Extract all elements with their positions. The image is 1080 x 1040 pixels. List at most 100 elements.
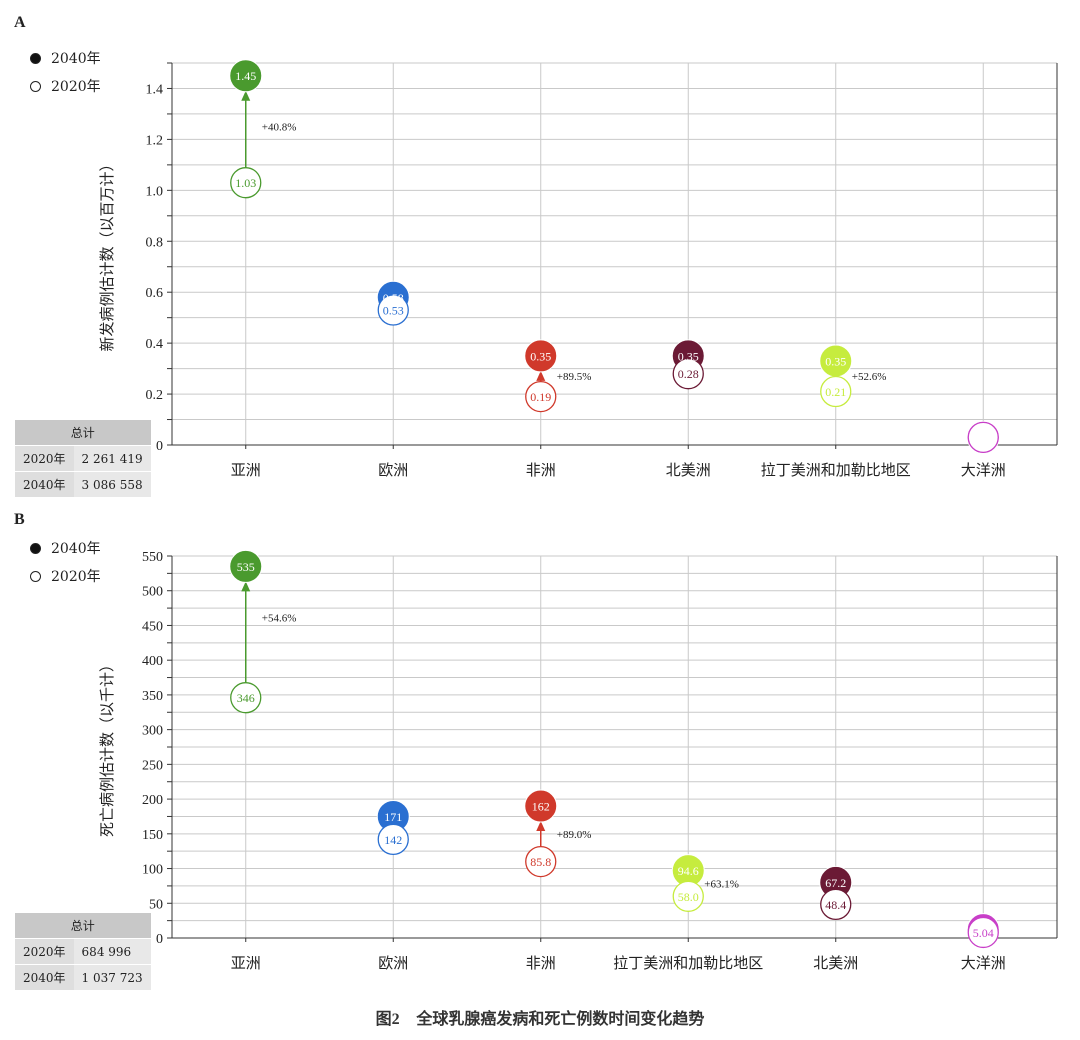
table-row: 2020年 2 261 419 [15, 445, 151, 472]
totals-value: 3 086 558 [73, 471, 151, 497]
y-tick-label: 0.4 [146, 337, 164, 352]
x-tick-label: 亚洲 [231, 954, 261, 972]
y-tick-label: 50 [149, 897, 163, 912]
point-2020 [672, 358, 704, 390]
y-tick-label: 500 [142, 585, 163, 600]
data-label-2020: 0.21 [825, 385, 846, 399]
table-row: 2020年 684 996 [15, 938, 151, 965]
data-label-2020: 1.03 [235, 176, 256, 190]
data-label-2020: 0.19 [530, 390, 551, 404]
x-tick-label: 大洋洲 [961, 954, 1006, 972]
y-tick-label: 550 [142, 550, 163, 565]
open-circle-icon [30, 80, 41, 92]
y-tick-label: 400 [142, 654, 163, 669]
y-tick-label: 0 [156, 932, 163, 947]
totals-value: 2 261 419 [73, 445, 151, 472]
point-2020 [377, 294, 409, 326]
totals-year: 2020年 [15, 938, 74, 965]
totals-year: 2020年 [15, 445, 74, 472]
x-tick-label: 北美洲 [813, 954, 858, 972]
y-tick-label: 350 [142, 689, 163, 704]
change-arrow-head [241, 90, 251, 101]
point-2020 [672, 880, 704, 912]
data-label-2040: 535 [237, 560, 255, 574]
y-tick-label: 250 [142, 758, 163, 773]
point-2040 [229, 549, 263, 583]
open-circle-icon [30, 570, 41, 582]
totals-value: 1 037 723 [73, 964, 151, 990]
point-2020 [820, 375, 852, 408]
data-label-2020: 0.28 [678, 367, 699, 381]
legend-item-2020: 2020年 [30, 72, 101, 100]
data-label-2020: 0.53 [383, 304, 404, 318]
chart-a: 0 0.2 0.4 0.6 0.8 1.0 1.2 1.4 新发病例估计数（以百万计） 亚洲 欧洲 非… [98, 59, 1058, 479]
y-tick-label: 0.2 [146, 388, 164, 403]
data-label-2040: 162 [532, 800, 550, 814]
legend-item-2040: 2040年 [30, 44, 101, 72]
x-tick-label: 北美洲 [666, 461, 711, 479]
point-2020 [525, 380, 557, 413]
y-tick-label: 0.6 [146, 286, 164, 301]
point-2020 [967, 916, 999, 949]
caption-text: 全球乳腺癌发病和死亡例数时间变化趋势 [416, 1009, 705, 1028]
point-2020 [230, 167, 262, 199]
data-label-2020: 85.8 [530, 855, 551, 869]
legend-item-2020: 2020年 [30, 562, 101, 590]
point-2020 [377, 823, 409, 856]
legend: 2040年 2020年 [30, 534, 101, 590]
legend: 2040年 2020年 [30, 44, 101, 100]
point-2040 [524, 339, 558, 373]
y-tick-label: 200 [142, 793, 163, 808]
filled-circle-icon [30, 542, 41, 554]
x-tick-label: 非洲 [526, 461, 556, 479]
x-tick-label: 拉丁美洲和加勒比地区 [613, 954, 763, 972]
data-label-2040: 0.35 [825, 354, 846, 368]
x-tick-label: 欧洲 [378, 461, 408, 479]
totals-year: 2040年 [15, 471, 74, 497]
point-2020 [525, 845, 557, 878]
change-label: +89.5% [557, 371, 592, 383]
change-label: +63.1% [704, 878, 739, 890]
data-label-2040: 1.45 [235, 69, 256, 83]
y-tick-label: 1.0 [146, 184, 164, 199]
totals-year: 2040年 [15, 964, 74, 990]
change-arrow-head [536, 821, 546, 832]
data-label-2040: 67.2 [825, 876, 846, 890]
y-tick-label: 0 [156, 439, 163, 454]
data-label-2020: 5.04 [973, 926, 994, 940]
change-arrow-head [536, 370, 546, 381]
point-2020 [967, 421, 999, 454]
point-2020 [820, 888, 852, 921]
panel-label: A [14, 14, 26, 31]
legend-label-2020: 2020年 [51, 569, 101, 585]
x-tick-label: 欧洲 [378, 954, 408, 972]
data-label-2040: 171 [384, 810, 402, 824]
y-tick-label: 300 [142, 724, 163, 739]
legend-label-2020: 2020年 [51, 79, 101, 95]
table-row: 2040年 3 086 558 [15, 471, 151, 497]
change-label: +89.0% [557, 829, 592, 841]
point-2020 [230, 682, 262, 714]
data-label-2020: 142 [384, 833, 402, 847]
legend-label-2040: 2040年 [51, 51, 101, 67]
totals-table: 总计 2020年 684 996 2040年 1 037 723 [15, 912, 151, 990]
y-tick-label: 0.8 [146, 235, 164, 250]
data-label-2040: 0.35 [678, 349, 699, 363]
legend-item-2040: 2040年 [30, 534, 101, 562]
legend-label-2040: 2040年 [51, 541, 101, 557]
x-tick-label: 亚洲 [231, 461, 261, 479]
y-tick-label: 150 [142, 828, 163, 843]
data-label-2020: 346 [237, 691, 255, 705]
y-tick-label: 1.4 [146, 82, 164, 97]
change-label: +52.6% [852, 371, 887, 383]
data-label-2040: 0.35 [530, 349, 551, 363]
y-tick-label: 450 [142, 619, 163, 634]
filled-circle-icon [30, 52, 41, 64]
figure-number: 图2 [375, 1011, 400, 1028]
y-tick-label: 1.2 [146, 133, 164, 148]
x-tick-label: 非洲 [526, 954, 556, 972]
data-label-2020: 48.4 [825, 898, 846, 912]
change-arrow-head [241, 581, 251, 592]
totals-header: 总计 [15, 419, 151, 446]
y-axis-label: 新发病例估计数（以百万计） [98, 156, 116, 351]
